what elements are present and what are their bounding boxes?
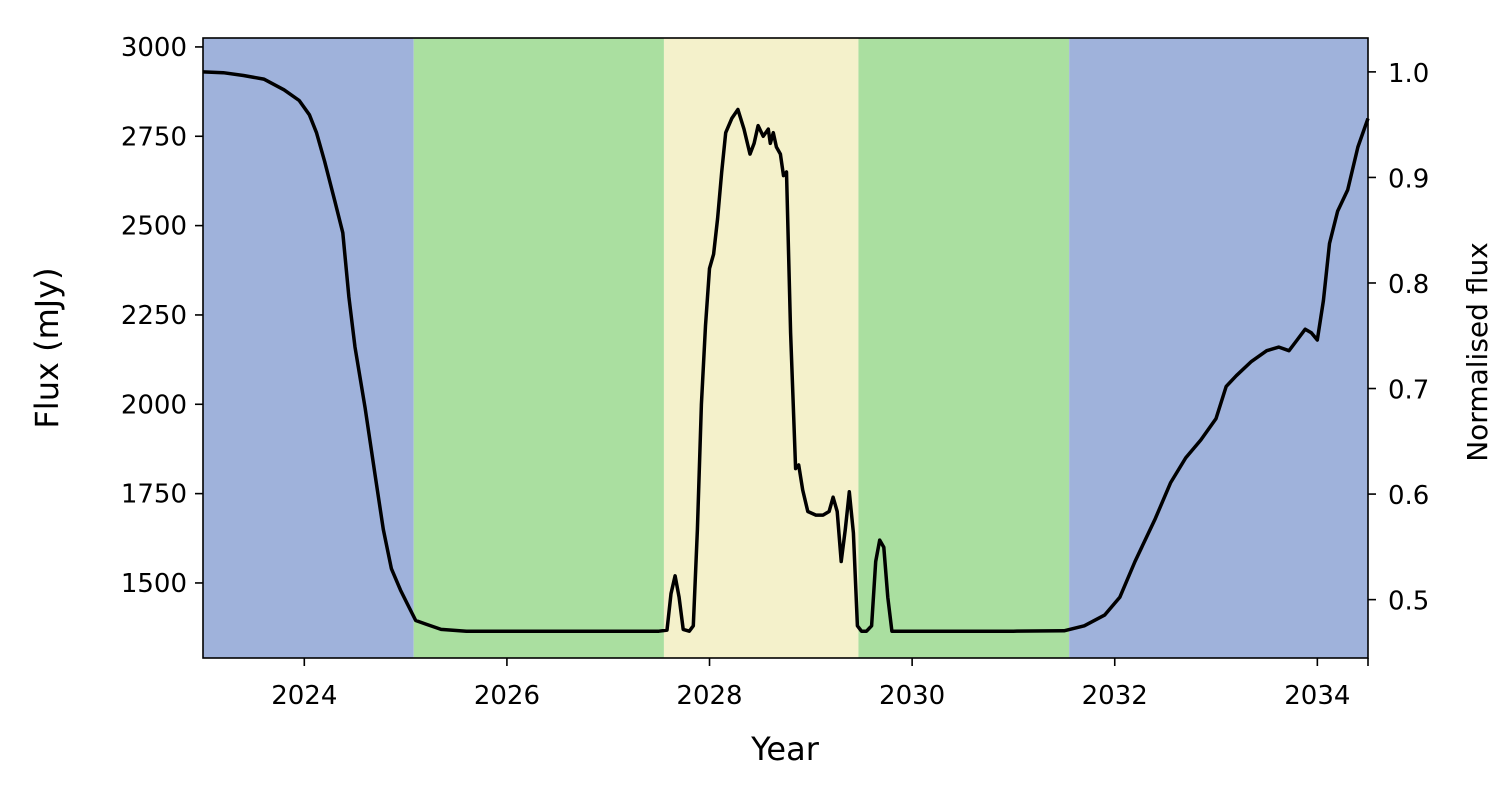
band-4 xyxy=(1069,38,1368,658)
x-tick-label: 2032 xyxy=(1082,681,1148,711)
y-tick-label: 1500 xyxy=(121,569,187,599)
y-axis-right-ticks: 0.5 0.6 0.7 0.8 0.9 1.0 xyxy=(1368,59,1429,617)
y-axis-right-label: Normalised flux xyxy=(1461,242,1494,462)
y-tick-label: 2750 xyxy=(121,122,187,152)
x-axis-label: Year xyxy=(750,730,820,768)
band-3 xyxy=(858,38,1070,658)
y2-tick-label: 0.8 xyxy=(1388,270,1429,300)
y-tick-label: 3000 xyxy=(121,33,187,63)
x-axis-ticks: 2024 2026 2028 2030 2032 2034 xyxy=(271,658,1369,711)
y2-tick-label: 0.7 xyxy=(1388,376,1429,406)
band-1 xyxy=(413,38,664,658)
y2-tick-label: 1.0 xyxy=(1388,59,1429,89)
y-axis-label: Flux (mJy) xyxy=(28,267,66,428)
y-tick-label: 2500 xyxy=(121,212,187,242)
x-tick-label: 2024 xyxy=(271,681,337,711)
y-tick-label: 1750 xyxy=(121,480,187,510)
y2-tick-label: 0.5 xyxy=(1388,587,1429,617)
y2-tick-label: 0.6 xyxy=(1388,481,1429,511)
x-tick-label: 2028 xyxy=(676,681,742,711)
y-tick-label: 2000 xyxy=(121,390,187,420)
background-bands xyxy=(203,38,1368,658)
x-tick-label: 2026 xyxy=(474,681,540,711)
plot-frame xyxy=(202,37,1369,659)
flux-series-line xyxy=(202,70,1370,633)
x-tick-label: 2034 xyxy=(1284,681,1350,711)
band-0 xyxy=(203,38,414,658)
y2-tick-label: 0.9 xyxy=(1388,164,1429,194)
y-axis-left-ticks: 1500 1750 2000 2250 2500 2750 3000 xyxy=(121,33,203,599)
x-tick-label: 2030 xyxy=(879,681,945,711)
y-tick-label: 2250 xyxy=(121,301,187,331)
